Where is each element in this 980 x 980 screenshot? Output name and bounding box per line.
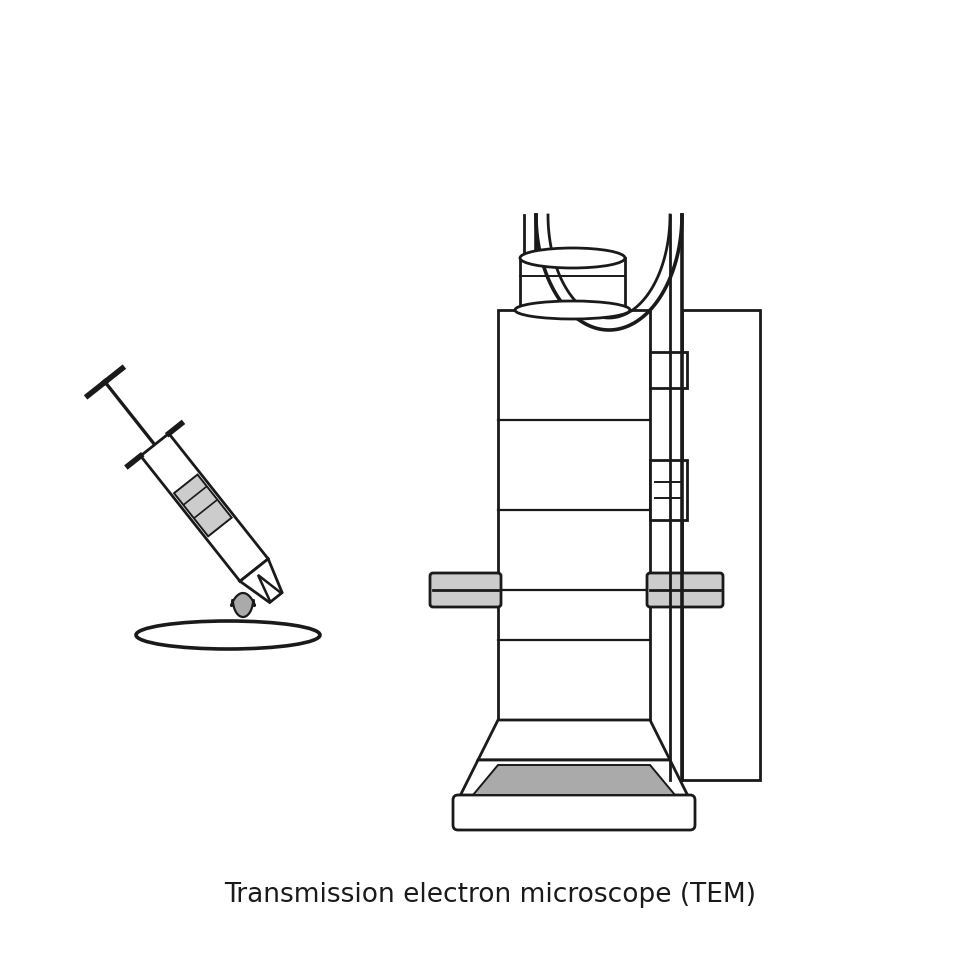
Ellipse shape [136,621,320,649]
Bar [520,258,625,310]
Bar [498,310,650,720]
Polygon shape [231,593,255,617]
FancyBboxPatch shape [453,795,695,830]
Ellipse shape [515,301,630,319]
FancyBboxPatch shape [647,573,723,607]
Bar [682,310,760,780]
Text: Transmission electron microscope (TEM): Transmission electron microscope (TEM) [224,882,756,908]
FancyBboxPatch shape [430,573,501,607]
Polygon shape [174,474,231,536]
Bar [650,352,687,388]
Polygon shape [473,765,675,795]
Polygon shape [478,720,670,760]
Polygon shape [458,760,690,800]
Polygon shape [140,433,269,581]
Polygon shape [240,559,282,603]
Ellipse shape [520,248,625,268]
Polygon shape [258,575,281,602]
Bar [650,460,687,520]
